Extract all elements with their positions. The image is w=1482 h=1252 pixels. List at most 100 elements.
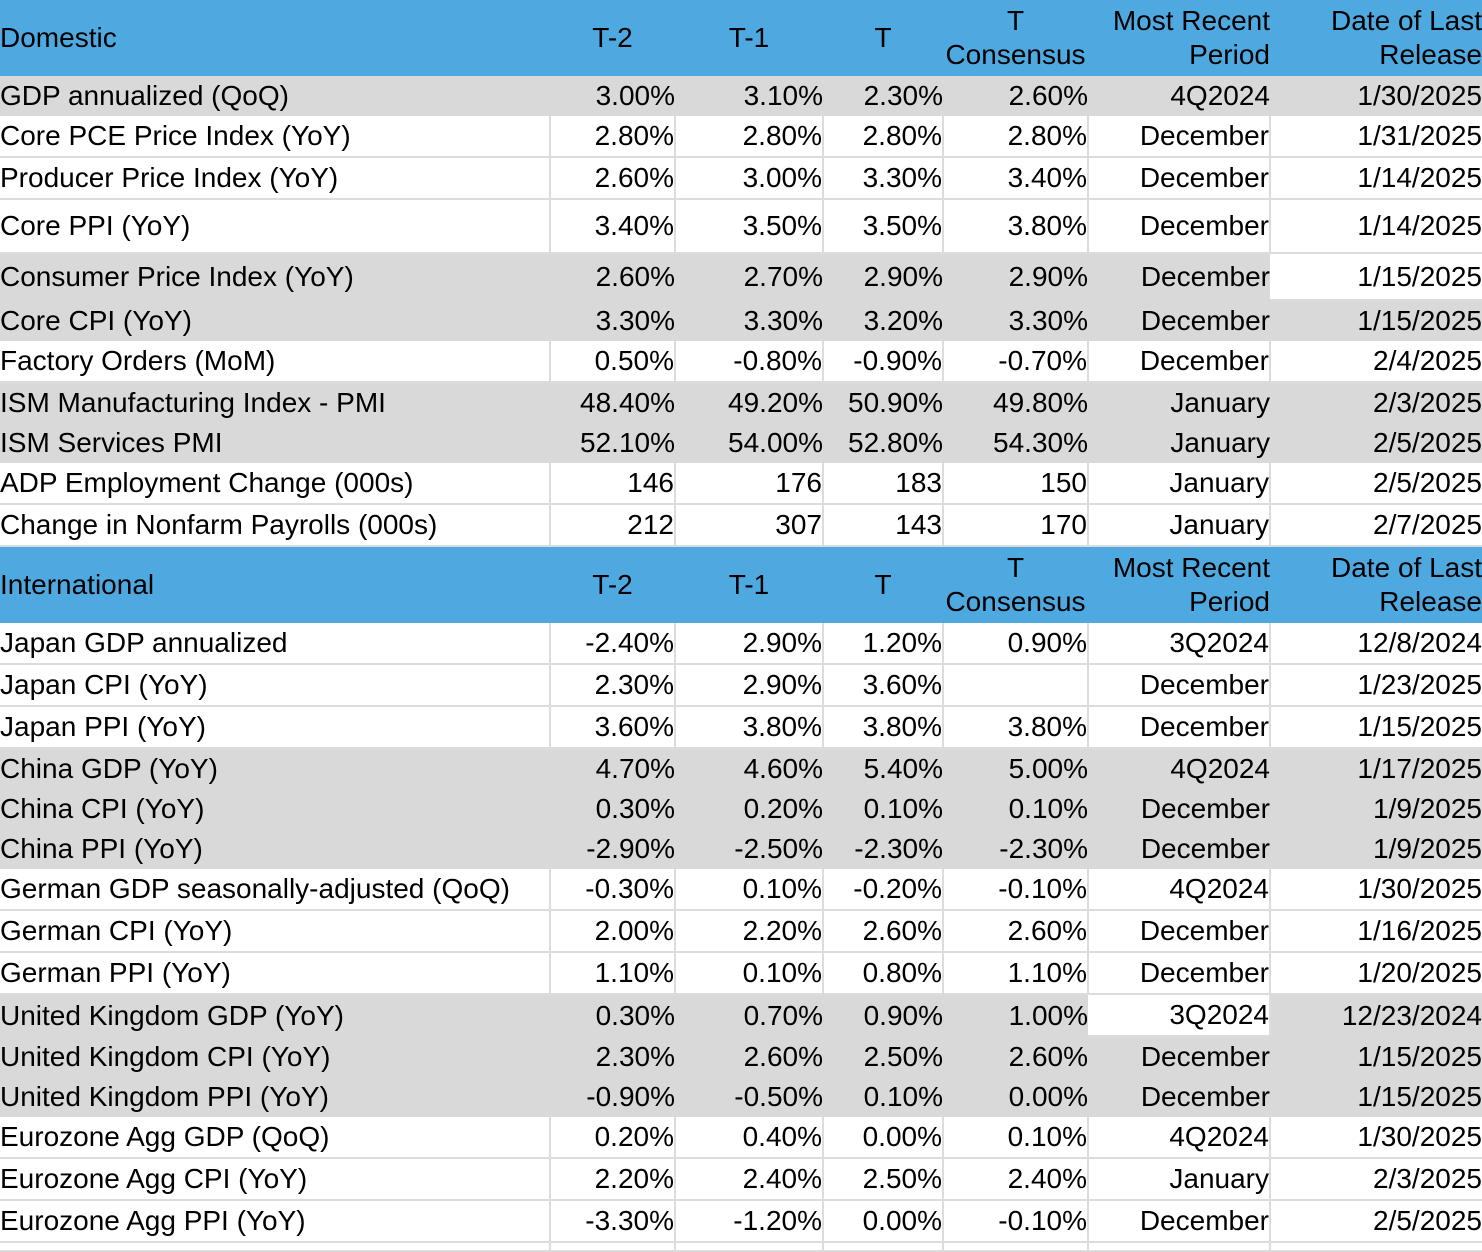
table-row: ADP Employment Change (000s) 146 176 183 150… bbox=[0, 463, 1482, 505]
cell-t: 3.60% bbox=[823, 664, 944, 707]
partial-cell bbox=[675, 1242, 824, 1252]
cell-t: 3.30% bbox=[823, 157, 944, 200]
cell-period: January bbox=[1088, 463, 1271, 505]
table-row: German GDP seasonally-adjusted (QoQ) -0.3… bbox=[0, 869, 1482, 911]
cell-t: 2.30% bbox=[823, 76, 943, 116]
table-row: German CPI (YoY) 2.00% 2.20% 2.60% 2.60% Dece… bbox=[0, 910, 1482, 953]
cell-period: January bbox=[1088, 423, 1270, 463]
cell-t2: 48.40% bbox=[550, 382, 675, 423]
cell-release: 1/16/2025 bbox=[1270, 910, 1482, 953]
table-row: German PPI (YoY) 1.10% 0.10% 0.80% 1.10% Dece… bbox=[0, 952, 1482, 995]
cell-period: December bbox=[1088, 1036, 1270, 1077]
cell-t1: 2.20% bbox=[675, 910, 824, 953]
cell-period: December bbox=[1088, 1077, 1270, 1117]
cell-consensus: -0.10% bbox=[943, 1200, 1089, 1243]
table-row: China CPI (YoY) 0.30% 0.20% 0.10% 0.10% Decem… bbox=[0, 789, 1482, 829]
row-label: ISM Manufacturing Index - PMI bbox=[0, 382, 550, 423]
cell-release: 1/14/2025 bbox=[1270, 157, 1482, 200]
cell-period: 4Q2024 bbox=[1088, 76, 1270, 116]
cell-t2: 3.60% bbox=[550, 706, 676, 749]
row-label: Factory Orders (MoM) bbox=[0, 341, 551, 383]
cell-period: December bbox=[1088, 253, 1270, 300]
cell-t1: 54.00% bbox=[675, 423, 823, 463]
column-header-line: Consensus bbox=[945, 586, 1086, 617]
cell-period: January bbox=[1088, 382, 1270, 423]
cell-consensus: 54.30% bbox=[943, 423, 1088, 463]
cell-t: 52.80% bbox=[823, 423, 943, 463]
column-header-t: T bbox=[823, 0, 943, 76]
cell-t: 0.10% bbox=[823, 789, 943, 829]
row-label: Japan CPI (YoY) bbox=[0, 664, 551, 707]
table-row: Core CPI (YoY) 3.30% 3.30% 3.20% 3.30% Decemb… bbox=[0, 300, 1482, 341]
cell-t2: 212 bbox=[550, 504, 676, 547]
cell-period: December bbox=[1088, 157, 1271, 200]
cell-t2: -2.40% bbox=[550, 623, 676, 665]
cell-t2: 2.30% bbox=[550, 664, 676, 707]
cell-consensus: 49.80% bbox=[943, 382, 1088, 423]
cell-release: 1/9/2025 bbox=[1270, 789, 1482, 829]
cell-consensus: 3.40% bbox=[943, 157, 1089, 200]
cell-t2: 0.30% bbox=[550, 789, 675, 829]
cell-t1: -2.50% bbox=[675, 829, 823, 869]
cell-t1: 3.30% bbox=[675, 300, 823, 341]
row-label: German CPI (YoY) bbox=[0, 910, 551, 953]
cell-t1: 3.10% bbox=[675, 76, 823, 116]
cell-t1: 0.10% bbox=[675, 952, 824, 995]
cell-period: 4Q2024 bbox=[1088, 869, 1271, 911]
row-label: Core CPI (YoY) bbox=[0, 300, 550, 341]
column-header-consensus: T Consensus bbox=[943, 0, 1088, 76]
cell-t1: 2.40% bbox=[675, 1158, 824, 1201]
cell-t2: 2.80% bbox=[550, 116, 676, 158]
column-header-line: Most Recent bbox=[1112, 552, 1270, 583]
table-row: ISM Manufacturing Index - PMI 48.40% 49.20… bbox=[0, 382, 1482, 423]
cell-t: 2.90% bbox=[823, 253, 943, 300]
cell-t: 0.80% bbox=[823, 952, 944, 995]
cell-release: 1/31/2025 bbox=[1270, 116, 1482, 158]
cell-period: 3Q2024 bbox=[1088, 623, 1271, 665]
cell-t: 2.60% bbox=[823, 910, 944, 953]
cell-release: 1/15/2025 bbox=[1270, 253, 1482, 301]
cell-consensus: -2.30% bbox=[943, 829, 1088, 869]
row-label: China CPI (YoY) bbox=[0, 789, 550, 829]
cell-release: 2/5/2025 bbox=[1270, 423, 1482, 463]
column-header-line: T bbox=[1006, 552, 1025, 583]
cell-t: 0.10% bbox=[823, 1077, 943, 1117]
column-header-line: T bbox=[1006, 5, 1025, 36]
cell-t2: 2.60% bbox=[550, 157, 676, 200]
cell-t1: 0.70% bbox=[675, 994, 823, 1036]
cell-t2: -0.30% bbox=[550, 869, 676, 911]
cell-period: December bbox=[1088, 829, 1270, 869]
cell-period: December bbox=[1088, 664, 1271, 707]
cell-t: 2.80% bbox=[823, 116, 944, 158]
cell-release: 1/30/2025 bbox=[1270, 869, 1482, 911]
table-row: Eurozone Agg GDP (QoQ) 0.20% 0.40% 0.00% 0.1… bbox=[0, 1117, 1482, 1159]
cell-consensus: 2.90% bbox=[943, 253, 1088, 300]
column-header-t1: T-1 bbox=[675, 0, 823, 76]
table-row: Producer Price Index (YoY) 2.60% 3.00% 3.30… bbox=[0, 157, 1482, 200]
column-header-line: Period bbox=[1189, 586, 1270, 617]
cell-consensus: 5.00% bbox=[943, 748, 1088, 789]
row-label: German PPI (YoY) bbox=[0, 952, 551, 995]
partial-cell bbox=[823, 1242, 944, 1252]
table-row: Eurozone Agg PPI (YoY) -3.30% -1.20% 0.00% -… bbox=[0, 1200, 1482, 1243]
column-header-t1: T-1 bbox=[675, 546, 823, 623]
column-header-release: Date of Last Release bbox=[1270, 546, 1482, 623]
row-label: Eurozone Agg CPI (YoY) bbox=[0, 1158, 551, 1201]
cell-consensus: -0.10% bbox=[943, 869, 1089, 911]
row-label: China PPI (YoY) bbox=[0, 829, 550, 869]
cell-release: 2/5/2025 bbox=[1270, 1200, 1482, 1243]
table-row: United Kingdom CPI (YoY) 2.30% 2.60% 2.50% 2… bbox=[0, 1036, 1482, 1077]
table-row: Change in Nonfarm Payrolls (000s) 212 307 1… bbox=[0, 504, 1482, 547]
cell-period: December bbox=[1088, 116, 1271, 158]
cell-t1: 0.40% bbox=[675, 1117, 824, 1159]
cell-t: 3.50% bbox=[823, 199, 944, 254]
cell-release: 2/7/2025 bbox=[1270, 504, 1482, 547]
cell-period: December bbox=[1088, 789, 1270, 829]
cell-period: December bbox=[1088, 341, 1271, 383]
section-header-row-domestic: Domestic T-2 T-1 T T Consensus Most Recent Peri… bbox=[0, 0, 1482, 76]
cell-consensus: 0.90% bbox=[943, 623, 1089, 665]
cell-t1: 3.80% bbox=[675, 706, 824, 749]
cell-t1: 49.20% bbox=[675, 382, 823, 423]
cell-t: 3.80% bbox=[823, 706, 944, 749]
